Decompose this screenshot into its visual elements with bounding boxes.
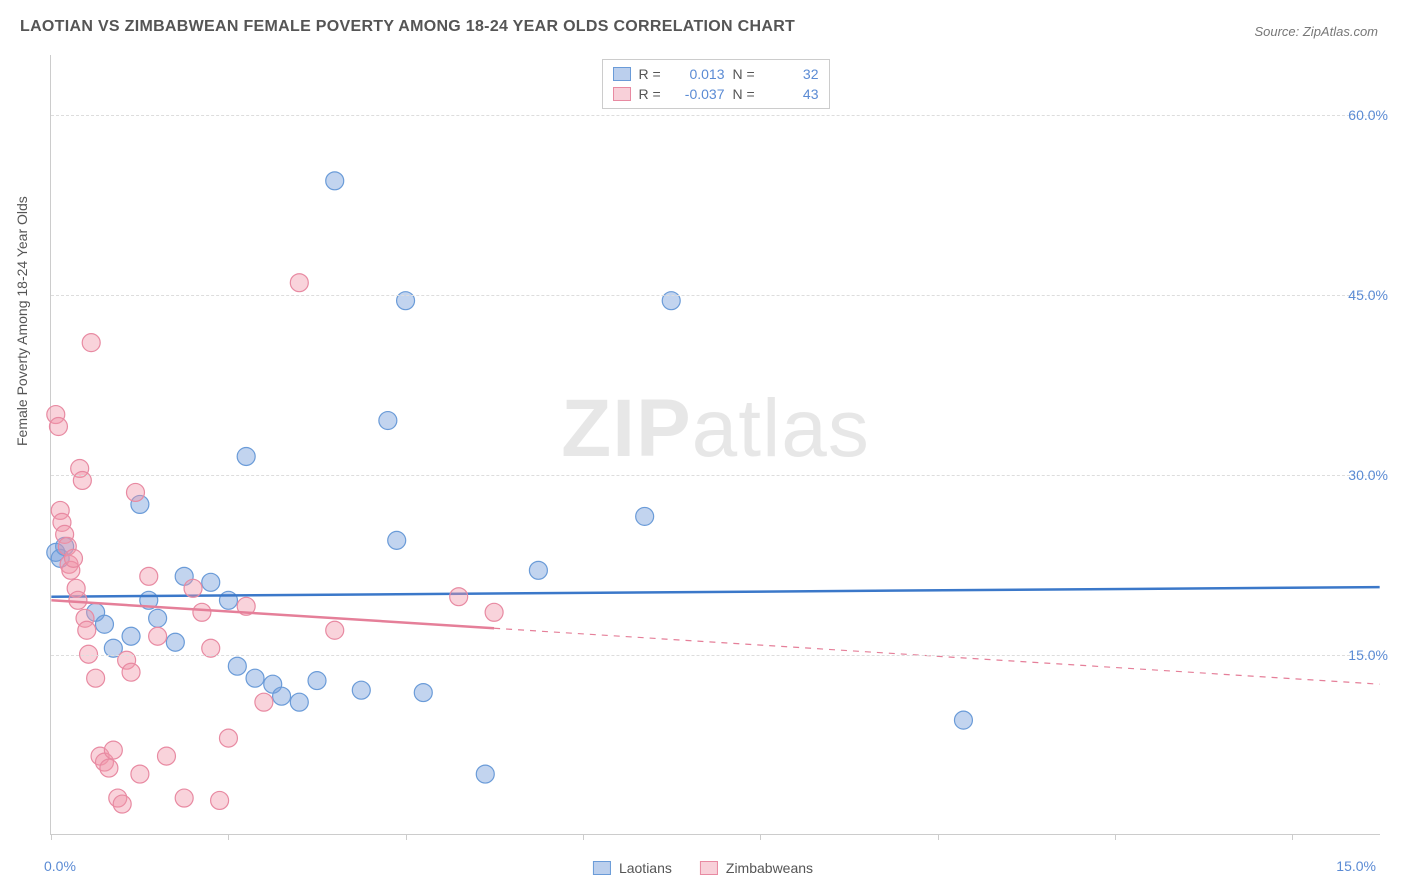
data-point <box>529 561 547 579</box>
data-point <box>122 663 140 681</box>
x-tick <box>1292 834 1293 840</box>
x-tick <box>1115 834 1116 840</box>
x-tick <box>760 834 761 840</box>
data-point <box>273 687 291 705</box>
data-point <box>414 684 432 702</box>
data-point <box>49 418 67 436</box>
data-point <box>228 657 246 675</box>
data-point <box>78 621 96 639</box>
x-tick-right: 15.0% <box>1336 858 1376 874</box>
chart-title: LAOTIAN VS ZIMBABWEAN FEMALE POVERTY AMO… <box>20 18 795 36</box>
data-point <box>326 621 344 639</box>
series-legend: Laotians Zimbabweans <box>593 860 813 876</box>
grid-line <box>51 475 1380 476</box>
data-point <box>104 741 122 759</box>
data-point <box>246 669 264 687</box>
plot-area: ZIPatlas R = 0.013 N = 32 R = -0.037 N =… <box>50 55 1380 835</box>
data-point <box>450 588 468 606</box>
x-tick <box>583 834 584 840</box>
data-point <box>237 447 255 465</box>
y-tick-label: 15.0% <box>1348 647 1388 663</box>
x-tick <box>228 834 229 840</box>
data-point <box>193 603 211 621</box>
data-point <box>290 693 308 711</box>
x-tick <box>938 834 939 840</box>
data-point <box>202 573 220 591</box>
data-point <box>113 795 131 813</box>
data-point <box>485 603 503 621</box>
data-point <box>184 579 202 597</box>
grid-line <box>51 115 1380 116</box>
data-point <box>388 531 406 549</box>
x-tick <box>406 834 407 840</box>
data-point <box>157 747 175 765</box>
data-point <box>131 765 149 783</box>
y-tick-label: 30.0% <box>1348 467 1388 483</box>
data-point <box>211 791 229 809</box>
legend-item-zimbabweans: Zimbabweans <box>700 860 813 876</box>
y-tick-label: 60.0% <box>1348 107 1388 123</box>
x-tick <box>51 834 52 840</box>
y-axis-label: Female Poverty Among 18-24 Year Olds <box>14 196 30 446</box>
data-point <box>95 615 113 633</box>
legend-label-zimbabweans: Zimbabweans <box>726 860 813 876</box>
data-point <box>476 765 494 783</box>
data-point <box>166 633 184 651</box>
data-point <box>219 591 237 609</box>
data-point <box>149 609 167 627</box>
data-point <box>219 729 237 747</box>
data-point <box>308 672 326 690</box>
y-tick-label: 45.0% <box>1348 287 1388 303</box>
data-point <box>149 627 167 645</box>
data-point <box>65 549 83 567</box>
swatch-blue-icon <box>593 861 611 875</box>
source-label: Source: ZipAtlas.com <box>1254 24 1378 39</box>
chart-svg <box>51 55 1380 834</box>
x-tick-left: 0.0% <box>44 858 76 874</box>
data-point <box>175 789 193 807</box>
data-point <box>140 567 158 585</box>
trend-line <box>51 587 1379 597</box>
data-point <box>379 412 397 430</box>
data-point <box>954 711 972 729</box>
data-point <box>82 334 100 352</box>
data-point <box>636 507 654 525</box>
trend-line-extrapolated <box>494 628 1380 684</box>
data-point <box>87 669 105 687</box>
data-point <box>326 172 344 190</box>
data-point <box>290 274 308 292</box>
legend-item-laotians: Laotians <box>593 860 672 876</box>
grid-line <box>51 295 1380 296</box>
swatch-pink-icon <box>700 861 718 875</box>
trend-line <box>51 600 494 628</box>
data-point <box>100 759 118 777</box>
data-point <box>122 627 140 645</box>
grid-line <box>51 655 1380 656</box>
data-point <box>255 693 273 711</box>
data-point <box>69 591 87 609</box>
legend-label-laotians: Laotians <box>619 860 672 876</box>
data-point <box>126 483 144 501</box>
data-point <box>352 681 370 699</box>
